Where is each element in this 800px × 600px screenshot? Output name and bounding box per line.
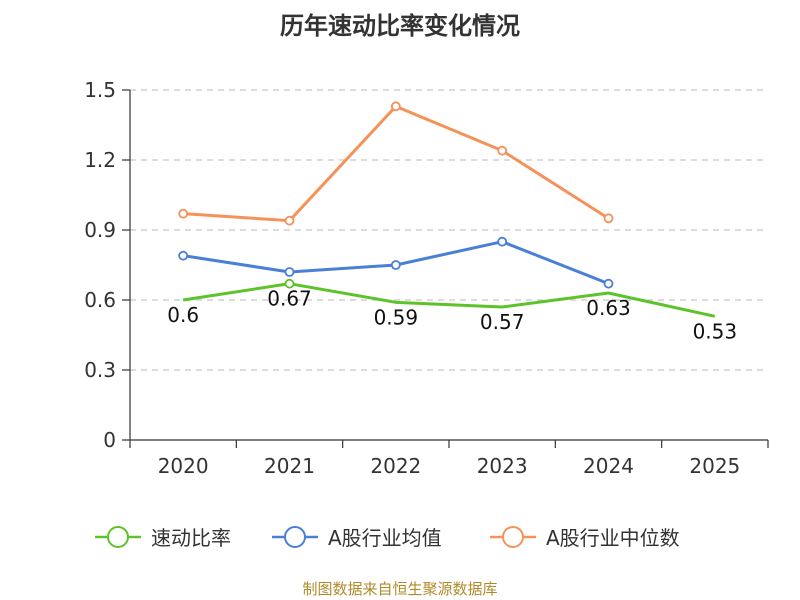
x-tick-label: 2022 <box>370 454 421 478</box>
data-point <box>390 260 401 270</box>
legend: 速动比率 A股行业均值 A股行业中位数 <box>95 526 680 550</box>
series-line-2 <box>183 104 610 223</box>
y-tick-label: 0.3 <box>84 358 116 382</box>
y-tick-label: 1.2 <box>84 148 116 172</box>
chart-title: 历年速动比率变化情况 <box>280 12 520 40</box>
data-point <box>178 208 189 219</box>
data-label: 0.53 <box>693 319 738 343</box>
data-point <box>603 278 614 289</box>
data-labels: 0.6 0.67 0.59 0.57 0.63 0.53 <box>167 287 737 344</box>
data-point <box>284 267 295 277</box>
legend-label[interactable]: A股行业中位数 <box>546 526 680 550</box>
data-point <box>497 145 508 156</box>
data-point <box>178 250 189 261</box>
legend-label[interactable]: A股行业均值 <box>328 526 442 550</box>
y-tick-label: 0.6 <box>84 288 116 312</box>
data-point <box>390 101 401 112</box>
x-tick-label: 2023 <box>477 454 528 478</box>
series-lines <box>178 101 716 318</box>
y-tick-label: 0.9 <box>84 218 116 242</box>
axes: 0 0.3 0.6 0.9 1.2 1.5 2020 2021 2022 2023 2024 2025 <box>84 78 769 478</box>
x-tick-label: 2021 <box>264 454 315 478</box>
series-line-0 <box>182 282 716 318</box>
y-tick-label: 1.5 <box>84 78 116 102</box>
x-tick-label: 2020 <box>158 454 209 478</box>
data-point <box>497 236 508 247</box>
data-label: 0.59 <box>374 305 419 329</box>
gridlines <box>130 89 768 371</box>
data-point <box>284 278 295 289</box>
source-note: 制图数据来自恒生聚源数据库 <box>302 580 498 598</box>
data-point <box>603 213 614 224</box>
y-tick-label: 0 <box>103 428 116 452</box>
data-label: 0.63 <box>586 296 631 320</box>
legend-marker[interactable] <box>107 526 129 548</box>
data-point <box>284 215 295 226</box>
x-tick-label: 2025 <box>689 454 740 478</box>
x-tick-label: 2024 <box>583 454 634 478</box>
legend-marker[interactable] <box>284 526 306 548</box>
legend-label[interactable]: 速动比率 <box>151 526 231 550</box>
data-label: 0.67 <box>267 287 312 311</box>
data-label: 0.6 <box>167 303 199 327</box>
legend-marker[interactable] <box>502 526 524 548</box>
data-label: 0.57 <box>480 310 525 334</box>
